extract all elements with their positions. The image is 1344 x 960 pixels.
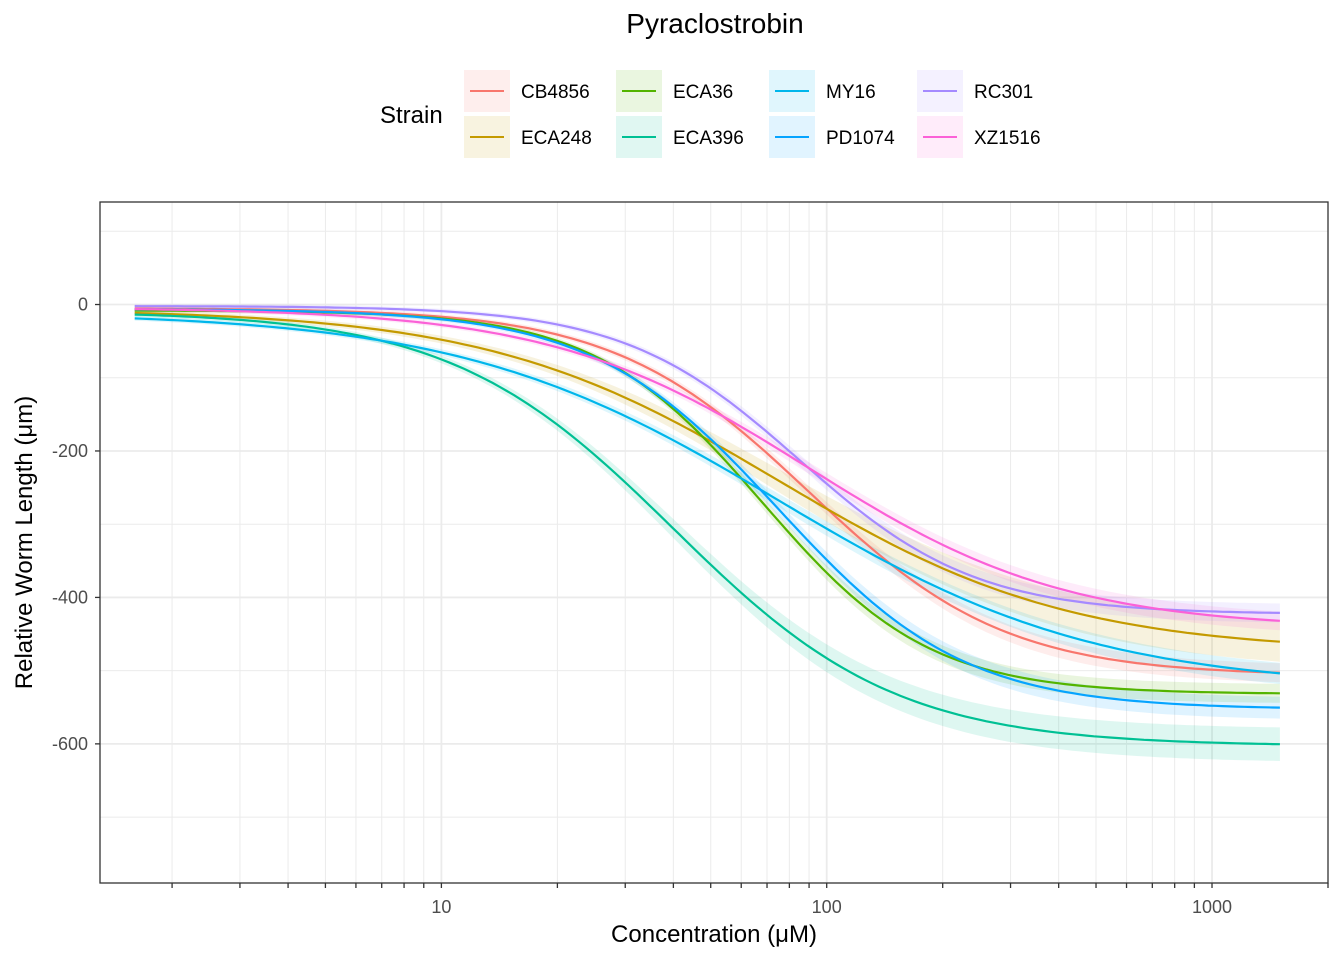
confidence-bands	[134, 303, 1280, 761]
band-eca248	[134, 310, 1280, 662]
legend-label: XZ1516	[974, 128, 1041, 149]
legend-item-my16: MY16	[769, 68, 919, 112]
legend: Strain CB4856 ECA248 ECA36 ECA396 MY16 PD1074…	[380, 68, 1080, 164]
y-axis-title: Relative Worm Length (μm)	[11, 396, 38, 689]
line-eca248	[134, 311, 1280, 643]
legend-item-eca248: ECA248	[464, 114, 614, 158]
legend-key	[917, 116, 963, 158]
x-tick-label: 10	[431, 897, 451, 917]
legend-item-rc301: RC301	[917, 68, 1067, 112]
x-tick-label: 1000	[1192, 897, 1232, 917]
legend-label: CB4856	[521, 82, 590, 103]
legend-item-eca36: ECA36	[616, 68, 766, 112]
legend-item-cb4856: CB4856	[464, 68, 614, 112]
line-my16	[134, 317, 1281, 675]
legend-key	[917, 70, 963, 112]
y-tick-label: -200	[52, 441, 88, 461]
y-tick-label: -600	[52, 734, 88, 754]
legend-label: ECA36	[673, 82, 734, 103]
line-xz1516	[134, 308, 1280, 622]
legend-item-pd1074: PD1074	[769, 114, 919, 158]
x-tick-labels: 10 100 1000	[431, 897, 1232, 917]
legend-title: Strain	[380, 102, 443, 129]
x-axis-title: Concentration (μM)	[611, 921, 817, 948]
legend-item-xz1516: XZ1516	[917, 114, 1067, 158]
y-tick-label: -400	[52, 587, 88, 607]
legend-item-eca396: ECA396	[616, 114, 766, 158]
legend-key	[464, 116, 510, 158]
legend-key	[616, 70, 662, 112]
x-tick-label: 100	[812, 897, 842, 917]
legend-label: ECA248	[521, 128, 592, 149]
legend-key	[769, 116, 815, 158]
line-rc301	[134, 305, 1280, 614]
legend-label: MY16	[826, 82, 876, 103]
y-tick-labels: 0 -200 -400 -600	[52, 295, 88, 754]
legend-label: RC301	[974, 82, 1034, 103]
line-eca396	[134, 313, 1280, 746]
legend-label: ECA396	[673, 128, 744, 149]
axis-ticks	[95, 303, 1329, 888]
chart-title: Pyraclostrobin	[626, 8, 804, 39]
legend-key	[616, 116, 662, 158]
legend-key	[464, 70, 510, 112]
line-pd1074	[134, 308, 1280, 709]
grid-major	[100, 202, 1328, 883]
panel-background	[100, 202, 1328, 883]
panel-border	[99, 201, 1329, 884]
legend-key	[769, 70, 815, 112]
series-lines	[134, 305, 1281, 746]
legend-label: PD1074	[826, 128, 895, 149]
y-tick-label: 0	[78, 295, 88, 315]
